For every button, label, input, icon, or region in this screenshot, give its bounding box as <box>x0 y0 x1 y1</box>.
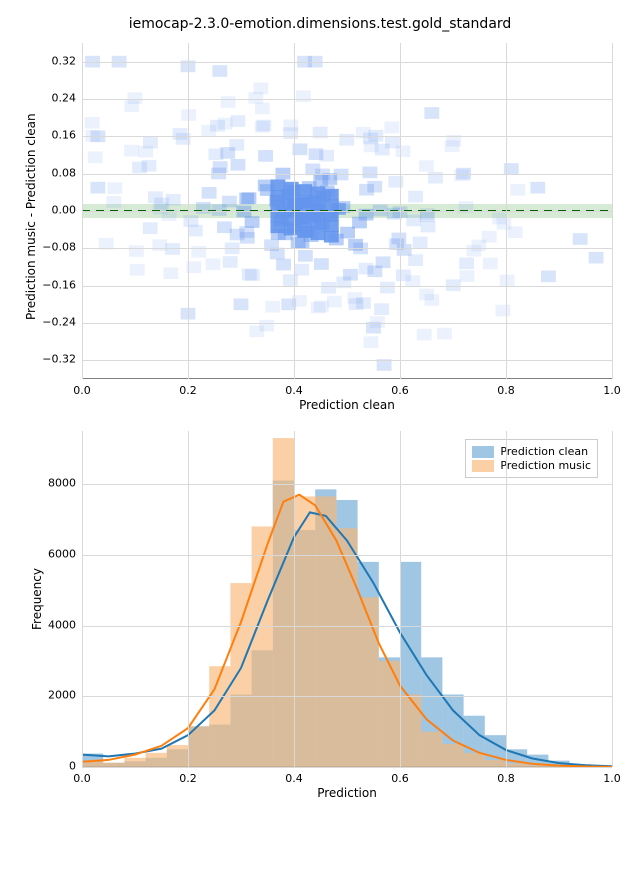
legend-item-clean: Prediction clean <box>472 445 591 458</box>
xtick-label: 1.0 <box>603 384 621 397</box>
ytick-label: 0.16 <box>42 278 76 291</box>
ytick-label: 0.24 <box>52 92 77 105</box>
xtick-label: 0.6 <box>391 772 409 785</box>
top-ylabel: Prediction music - Prediction clean <box>24 113 38 320</box>
bottom-xlabel: Prediction <box>317 786 377 800</box>
ytick-label: 0.32 <box>52 54 77 67</box>
xtick-label: 0.8 <box>497 384 515 397</box>
xtick-label: 0.2 <box>179 772 197 785</box>
ytick-label: 4000 <box>48 618 76 631</box>
ytick-label: 0.08 <box>52 166 77 179</box>
legend-label-music: Prediction music <box>500 459 591 472</box>
bottom-ylabel: Frequency <box>30 568 44 630</box>
legend-swatch-clean <box>472 446 494 458</box>
xtick-label: 0.4 <box>285 772 303 785</box>
legend-item-music: Prediction music <box>472 459 591 472</box>
xtick-label: 1.0 <box>603 772 621 785</box>
ytick-label: 8000 <box>48 477 76 490</box>
ytick-label: 0.16 <box>52 129 77 142</box>
bottom-axes: Prediction clean Prediction music <box>82 430 613 767</box>
ytick-label: 2000 <box>48 689 76 702</box>
legend: Prediction clean Prediction music <box>465 439 598 478</box>
bottom-plot-layer <box>82 431 612 767</box>
xtick-label: 0.2 <box>179 384 197 397</box>
ytick-label: 0.00 <box>52 204 77 217</box>
top-xlabel: Prediction clean <box>299 398 395 412</box>
legend-label-clean: Prediction clean <box>500 445 588 458</box>
figure-title: iemocap-2.3.0-emotion.dimensions.test.go… <box>0 16 640 32</box>
xtick-label: 0.0 <box>73 772 91 785</box>
ytick-label: 6000 <box>48 547 76 560</box>
top-axes <box>82 42 613 379</box>
ytick-label: 0.24 <box>42 316 76 329</box>
ytick-label: 0.32 <box>42 353 76 366</box>
xtick-label: 0.6 <box>391 384 409 397</box>
xtick-label: 0.0 <box>73 384 91 397</box>
figure: iemocap-2.3.0-emotion.dimensions.test.go… <box>0 0 640 880</box>
xtick-label: 0.8 <box>497 772 515 785</box>
ytick-label: 0.08 <box>42 241 76 254</box>
legend-swatch-music <box>472 460 494 472</box>
xtick-label: 0.4 <box>285 384 303 397</box>
ytick-label: 0 <box>69 760 76 773</box>
